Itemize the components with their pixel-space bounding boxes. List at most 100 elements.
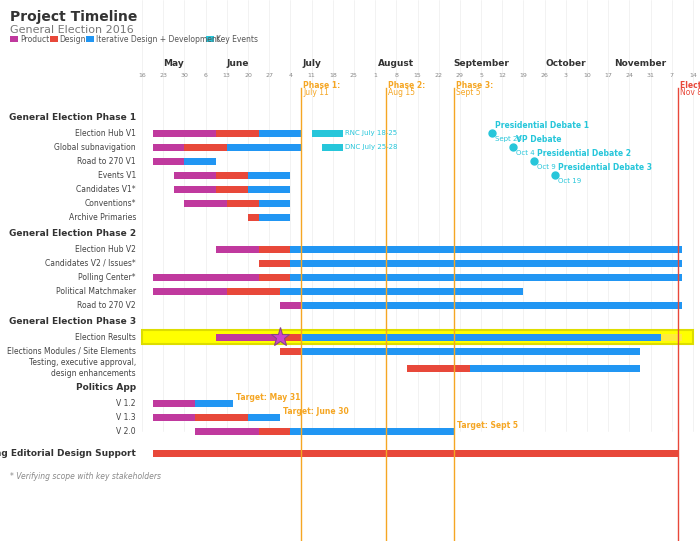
Text: July: July: [302, 59, 321, 68]
Text: Phase 3:: Phase 3:: [456, 81, 493, 90]
Bar: [184, 143, 227, 150]
Text: 11: 11: [308, 73, 316, 78]
Text: Election Hub V2: Election Hub V2: [75, 245, 136, 254]
Text: Candidates V2 / Issues*: Candidates V2 / Issues*: [46, 259, 136, 267]
Text: 4: 4: [288, 73, 293, 78]
Bar: [227, 143, 301, 150]
Text: July 11: July 11: [303, 88, 329, 97]
Text: Product: Product: [20, 35, 49, 43]
Bar: [85, 36, 94, 42]
Text: Events V1: Events V1: [98, 170, 136, 180]
Text: 7: 7: [670, 73, 674, 78]
Text: V 2.0: V 2.0: [116, 426, 136, 436]
Bar: [153, 157, 184, 164]
Text: November: November: [614, 59, 666, 68]
Text: Oct 19: Oct 19: [559, 178, 582, 184]
Bar: [174, 186, 216, 193]
Bar: [206, 36, 214, 42]
Text: 20: 20: [244, 73, 252, 78]
Bar: [153, 413, 195, 420]
Text: Target: May 31: Target: May 31: [236, 393, 300, 403]
Bar: [195, 427, 258, 434]
Bar: [258, 260, 290, 267]
Text: Presidential Debate 2: Presidential Debate 2: [537, 149, 631, 158]
Bar: [216, 333, 280, 340]
Text: Aug 15: Aug 15: [388, 88, 414, 97]
Text: 14: 14: [689, 73, 697, 78]
Text: 16: 16: [138, 73, 146, 78]
Text: Nov 8: Nov 8: [680, 88, 700, 97]
Text: Politics App: Politics App: [76, 382, 136, 392]
Bar: [248, 413, 280, 420]
Text: Oct 9: Oct 9: [537, 164, 556, 170]
Bar: [216, 246, 258, 253]
Bar: [280, 347, 301, 354]
Text: Election Results: Election Results: [75, 333, 136, 341]
Text: 23: 23: [159, 73, 167, 78]
Text: General Election Phase 2: General Election Phase 2: [9, 228, 136, 237]
Bar: [407, 365, 470, 372]
Text: Road to 270 V1: Road to 270 V1: [78, 156, 136, 166]
Bar: [312, 129, 343, 136]
Bar: [280, 287, 524, 294]
Text: 22: 22: [435, 73, 442, 78]
Text: Target: Sept 5: Target: Sept 5: [456, 421, 517, 431]
Text: Elections Modules / Site Elements: Elections Modules / Site Elements: [7, 346, 136, 355]
Bar: [10, 36, 18, 42]
Bar: [290, 274, 682, 280]
Bar: [470, 365, 640, 372]
Text: Project Timeline: Project Timeline: [10, 10, 137, 24]
Bar: [258, 200, 290, 207]
Bar: [216, 129, 258, 136]
Bar: [301, 347, 640, 354]
Text: Target: June 30: Target: June 30: [283, 407, 349, 417]
Text: October: October: [545, 59, 586, 68]
Text: Political Matchmaker: Political Matchmaker: [56, 287, 136, 295]
Text: 12: 12: [498, 73, 506, 78]
Bar: [258, 274, 290, 280]
Bar: [322, 143, 343, 150]
Text: Iterative Design + Development: Iterative Design + Development: [95, 35, 219, 43]
Bar: [258, 246, 290, 253]
Bar: [195, 413, 248, 420]
Bar: [280, 301, 301, 308]
Bar: [662, 333, 682, 340]
Text: Candidates V1*: Candidates V1*: [76, 184, 136, 194]
Bar: [227, 287, 280, 294]
Text: Global subnavigation: Global subnavigation: [55, 142, 136, 151]
Text: 18: 18: [329, 73, 337, 78]
Bar: [290, 246, 682, 253]
Bar: [195, 399, 233, 406]
Text: 8: 8: [394, 73, 398, 78]
Text: Election Hub V1: Election Hub V1: [75, 129, 136, 137]
Text: 30: 30: [181, 73, 188, 78]
Text: Phase 1:: Phase 1:: [303, 81, 340, 90]
Bar: [290, 260, 682, 267]
Bar: [184, 200, 227, 207]
Text: May: May: [163, 59, 184, 68]
Text: Ongoing Editorial Design Support: Ongoing Editorial Design Support: [0, 448, 136, 458]
Text: Design: Design: [60, 35, 86, 43]
Bar: [184, 157, 216, 164]
Bar: [153, 143, 184, 150]
Bar: [248, 214, 258, 221]
Bar: [227, 200, 258, 207]
Text: DNC July 25-28: DNC July 25-28: [345, 144, 398, 150]
Text: June: June: [226, 59, 248, 68]
Text: September: September: [453, 59, 509, 68]
Text: Key Events: Key Events: [216, 35, 258, 43]
Text: Road to 270 V2: Road to 270 V2: [78, 300, 136, 309]
Text: General Election Phase 3: General Election Phase 3: [9, 316, 136, 326]
Bar: [301, 301, 682, 308]
Text: 17: 17: [604, 73, 612, 78]
Bar: [258, 129, 301, 136]
Text: 1: 1: [373, 73, 377, 78]
Bar: [174, 171, 216, 179]
Bar: [248, 171, 290, 179]
Text: Testing, executive approval,
design enhancements: Testing, executive approval, design enha…: [29, 358, 136, 378]
Text: * Verifying scope with key stakeholders: * Verifying scope with key stakeholders: [10, 472, 161, 481]
Bar: [280, 333, 301, 340]
Text: Election Day: Election Day: [680, 81, 700, 90]
Text: Oct 4: Oct 4: [516, 150, 535, 156]
Text: Conventions*: Conventions*: [85, 199, 136, 208]
